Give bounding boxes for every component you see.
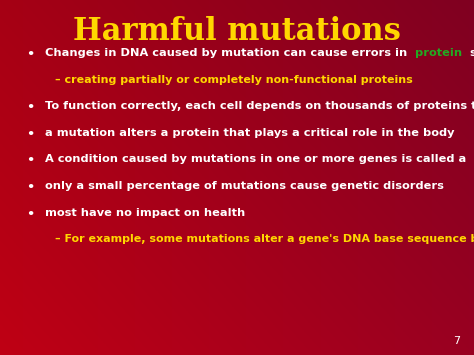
- Text: a mutation alters a protein that plays a critical role in the body: a mutation alters a protein that plays a…: [45, 128, 455, 138]
- Text: •: •: [26, 101, 34, 114]
- Text: genetic disorder: genetic disorder: [470, 154, 474, 164]
- Text: •: •: [26, 154, 34, 168]
- Text: A condition caused by mutations in one or more genes is called a: A condition caused by mutations in one o…: [45, 154, 470, 164]
- Text: only a small percentage of mutations cause genetic disorders: only a small percentage of mutations cau…: [45, 181, 444, 191]
- Text: •: •: [26, 181, 34, 194]
- Text: Changes in DNA caused by mutation can cause errors in: Changes in DNA caused by mutation can ca…: [45, 48, 411, 58]
- Text: – creating partially or completely non-functional proteins: – creating partially or completely non-f…: [55, 75, 412, 84]
- Text: To function correctly, each cell depends on thousands of proteins to function in: To function correctly, each cell depends…: [45, 101, 474, 111]
- Text: most have no impact on health: most have no impact on health: [45, 208, 245, 218]
- Text: Harmful mutations: Harmful mutations: [73, 16, 401, 47]
- Text: •: •: [26, 208, 34, 221]
- Text: – For example, some mutations alter a gene's DNA base sequence but don’t change : – For example, some mutations alter a ge…: [55, 234, 474, 244]
- Text: sequence: sequence: [463, 48, 474, 58]
- Text: 7: 7: [453, 336, 460, 346]
- Text: protein: protein: [411, 48, 463, 58]
- Text: •: •: [26, 48, 34, 61]
- Text: •: •: [26, 128, 34, 141]
